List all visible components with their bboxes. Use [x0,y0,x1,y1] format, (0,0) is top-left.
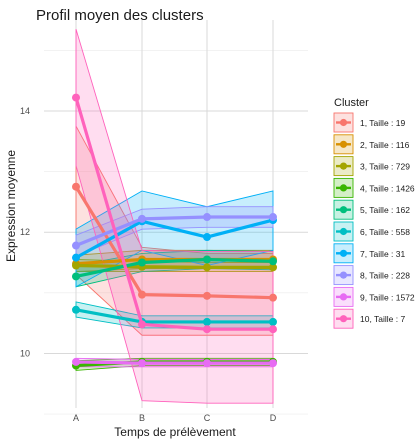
legend-label: 5, Taille : 162 [360,205,410,215]
data-point [138,214,146,223]
data-point [203,317,211,326]
data-point [269,293,277,302]
data-point [203,213,211,222]
y-tick-label: 12 [20,227,30,237]
data-point [203,359,211,368]
data-point [203,233,211,242]
series-line [74,263,275,269]
data-point [72,357,80,366]
data-point [72,261,80,270]
data-point [72,182,80,191]
y-axis-title: Expression moyenne [4,150,18,262]
legend-key-point [339,206,348,214]
data-point [269,317,277,326]
legend-label: 9, Taille : 1572 [360,292,415,302]
data-point [138,359,146,368]
legend-key-point [339,227,348,236]
data-point [72,272,80,281]
legend-label: 2, Taille : 116 [360,140,410,150]
legend-label: 7, Taille : 31 [360,249,405,259]
legend-label: 8, Taille : 228 [360,271,410,281]
x-axis-title: Temps de prélèvement [114,425,236,439]
y-tick-label: 14 [20,106,30,116]
chart-title: Profil moyen des clusters [36,7,204,24]
data-point [138,290,146,299]
legend-title: Cluster [334,97,369,109]
legend-key-point [339,118,348,127]
legend-key-point [339,162,348,170]
legend-key-point [339,140,348,148]
data-point [72,93,80,102]
data-point [72,253,80,262]
series-line [74,360,275,365]
legend-key-point [339,184,348,192]
data-point [72,241,80,250]
x-tick-label: B [139,413,145,423]
legend-key-point [339,315,348,323]
data-point [138,320,146,329]
data-point [203,255,211,264]
series-line [74,95,275,331]
x-tick-label: D [270,413,277,423]
series-line [74,257,275,279]
data-point [269,359,277,368]
data-point [138,258,146,267]
series-line [74,218,275,260]
data-point [203,325,211,334]
legend-key-point [339,249,348,257]
data-point [203,291,211,300]
legend-label: 4, Taille : 1426 [360,183,415,193]
confidence-band [75,190,274,288]
data-point [269,213,277,222]
y-tick-label: 10 [20,348,30,358]
x-tick-label: A [73,413,79,423]
data-point [269,263,277,272]
legend: Cluster 1, Taille : 19 2, Taille : 116 3, … [333,97,415,329]
legend-key-point [339,293,348,301]
series-line [74,308,275,324]
legend-label: 1, Taille : 19 [360,118,405,128]
legend-key-point [339,271,348,279]
plot-area: 10 12 14 A B C D [20,20,308,423]
data-point [269,257,277,266]
legend-label: 3, Taille : 729 [360,162,410,172]
legend-label: 10, Taille : 7 [360,314,405,324]
data-point [269,325,277,334]
data-point [72,305,80,314]
x-tick-label: C [204,413,211,423]
legend-label: 6, Taille : 558 [360,227,410,237]
data-point [203,263,211,272]
series-line [74,215,275,248]
